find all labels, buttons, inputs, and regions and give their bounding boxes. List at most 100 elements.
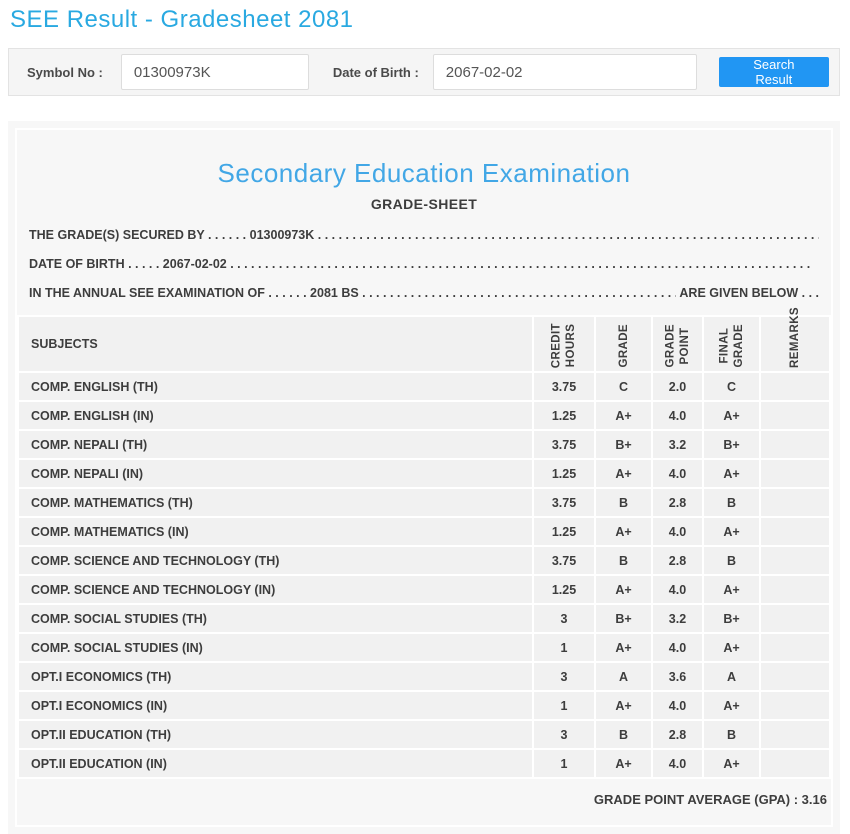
- final-grade-cell: B+: [704, 605, 759, 632]
- grade-point-cell: 4.0: [653, 460, 702, 487]
- credit-cell: 3.75: [534, 431, 594, 458]
- table-row: COMP. NEPALI (IN) 1.25 A+ 4.0 A+: [19, 460, 829, 487]
- table-row: COMP. NEPALI (TH) 3.75 B+ 3.2 B+: [19, 431, 829, 458]
- credit-cell: 1.25: [534, 460, 594, 487]
- final-grade-cell: B: [704, 547, 759, 574]
- table-row: OPT.II EDUCATION (IN) 1 A+ 4.0 A+: [19, 750, 829, 777]
- grade-point-cell: 4.0: [653, 634, 702, 661]
- subjects-column-header: SUBJECTS: [19, 317, 532, 371]
- credit-cell: 1.25: [534, 518, 594, 545]
- final-grade-cell: A+: [704, 460, 759, 487]
- final-grade-column-header: FINAL GRADE: [704, 317, 759, 371]
- subject-cell: OPT.II EDUCATION (TH): [19, 721, 532, 748]
- final-grade-cell: A+: [704, 518, 759, 545]
- remarks-column-header: REMARKS: [761, 307, 829, 371]
- remarks-cell: [761, 373, 829, 400]
- grade-point-cell: 2.8: [653, 721, 702, 748]
- credit-cell: 1: [534, 634, 594, 661]
- subject-cell: OPT.II EDUCATION (IN): [19, 750, 532, 777]
- subject-cell: COMP. SOCIAL STUDIES (TH): [19, 605, 532, 632]
- grade-point-cell: 4.0: [653, 692, 702, 719]
- gradesheet-card-inner: Secondary Education Examination GRADE-SH…: [15, 128, 833, 827]
- remarks-cell: [761, 576, 829, 603]
- info-line-text: IN THE ANNUAL SEE EXAMINATION OF . . . .…: [29, 286, 363, 300]
- grades-table: SUBJECTS CREDIT HOURS GRADE GRADE POINT …: [17, 307, 831, 779]
- credit-cell: 1: [534, 750, 594, 777]
- subject-cell: COMP. NEPALI (TH): [19, 431, 532, 458]
- remarks-cell: [761, 663, 829, 690]
- final-grade-cell: A+: [704, 634, 759, 661]
- info-line-secured-by: THE GRADE(S) SECURED BY . . . . . . 0130…: [29, 228, 819, 242]
- sheet-title: Secondary Education Examination: [217, 158, 631, 188]
- search-result-button[interactable]: Search Result: [718, 57, 829, 87]
- grade-cell: A+: [596, 692, 651, 719]
- credit-cell: 1: [534, 692, 594, 719]
- subject-cell: COMP. MATHEMATICS (IN): [19, 518, 532, 545]
- final-grade-cell: A: [704, 663, 759, 690]
- grade-cell: A+: [596, 634, 651, 661]
- remarks-cell: [761, 605, 829, 632]
- table-row: OPT.I ECONOMICS (TH) 3 A 3.6 A: [19, 663, 829, 690]
- subject-cell: COMP. SCIENCE AND TECHNOLOGY (IN): [19, 576, 532, 603]
- remarks-cell: [761, 692, 829, 719]
- grade-cell: A+: [596, 518, 651, 545]
- grade-point-cell: 2.8: [653, 489, 702, 516]
- table-row: COMP. ENGLISH (TH) 3.75 C 2.0 C: [19, 373, 829, 400]
- grade-cell: A+: [596, 750, 651, 777]
- remarks-cell: [761, 431, 829, 458]
- grade-column-header: GRADE: [596, 317, 651, 371]
- table-row: COMP. SCIENCE AND TECHNOLOGY (TH) 3.75 B 2.…: [19, 547, 829, 574]
- grade-cell: A: [596, 663, 651, 690]
- dob-input[interactable]: [432, 54, 697, 90]
- gpa-summary: GRADE POINT AVERAGE (GPA) : 3.16: [593, 792, 827, 807]
- dob-label: Date of Birth :: [332, 64, 419, 80]
- grade-cell: A+: [596, 402, 651, 429]
- final-grade-cell: A+: [704, 692, 759, 719]
- grade-point-cell: 4.0: [653, 402, 702, 429]
- symbol-no-input[interactable]: [120, 54, 309, 90]
- grade-cell: B: [596, 489, 651, 516]
- grade-cell: B: [596, 547, 651, 574]
- info-line-text: THE GRADE(S) SECURED BY . . . . . . 0130…: [29, 228, 318, 242]
- subject-cell: COMP. SOCIAL STUDIES (IN): [19, 634, 532, 661]
- grade-point-cell: 3.2: [653, 431, 702, 458]
- remarks-cell: [761, 460, 829, 487]
- grade-cell: B+: [596, 605, 651, 632]
- final-grade-cell: A+: [704, 750, 759, 777]
- credit-cell: 3.75: [534, 489, 594, 516]
- info-line-text: DATE OF BIRTH . . . . . 2067-02-02: [29, 257, 231, 271]
- subject-cell: OPT.I ECONOMICS (TH): [19, 663, 532, 690]
- credit-cell: 3: [534, 663, 594, 690]
- grade-cell: C: [596, 373, 651, 400]
- table-row: COMP. SCIENCE AND TECHNOLOGY (IN) 1.25 A+ 4…: [19, 576, 829, 603]
- remarks-cell: [761, 721, 829, 748]
- table-row: COMP. SOCIAL STUDIES (IN) 1 A+ 4.0 A+: [19, 634, 829, 661]
- credit-cell: 1.25: [534, 402, 594, 429]
- remarks-label: REMARKS: [788, 307, 801, 368]
- subject-cell: OPT.I ECONOMICS (IN): [19, 692, 532, 719]
- dotted-leader: . . . . . . . . . . . . . . . . . . . . …: [317, 228, 819, 242]
- table-row: COMP. SOCIAL STUDIES (TH) 3 B+ 3.2 B+: [19, 605, 829, 632]
- credit-cell: 3: [534, 721, 594, 748]
- grade-cell: B: [596, 721, 651, 748]
- final-grade-cell: B: [704, 489, 759, 516]
- final-grade-cell: C: [704, 373, 759, 400]
- table-row: COMP. MATHEMATICS (TH) 3.75 B 2.8 B: [19, 489, 829, 516]
- credit-cell: 3.75: [534, 547, 594, 574]
- table-header-row: SUBJECTS CREDIT HOURS GRADE GRADE POINT …: [19, 307, 829, 371]
- final-grade-cell: A+: [704, 576, 759, 603]
- subject-cell: COMP. MATHEMATICS (TH): [19, 489, 532, 516]
- remarks-cell: [761, 750, 829, 777]
- final-grade-cell: B+: [704, 431, 759, 458]
- subject-cell: COMP. ENGLISH (TH): [19, 373, 532, 400]
- final-grade-cell: B: [704, 721, 759, 748]
- subject-cell: COMP. SCIENCE AND TECHNOLOGY (TH): [19, 547, 532, 574]
- grade-point-label: GRADE POINT: [664, 324, 691, 368]
- grade-point-cell: 2.8: [653, 547, 702, 574]
- sheet-subtitle: GRADE-SHEET: [370, 196, 478, 212]
- credit-hours-label: CREDIT HOURS: [550, 322, 577, 368]
- credit-hours-column-header: CREDIT HOURS: [534, 317, 594, 371]
- grade-cell: B+: [596, 431, 651, 458]
- remarks-cell: [761, 518, 829, 545]
- info-line-examination: IN THE ANNUAL SEE EXAMINATION OF . . . .…: [29, 286, 819, 300]
